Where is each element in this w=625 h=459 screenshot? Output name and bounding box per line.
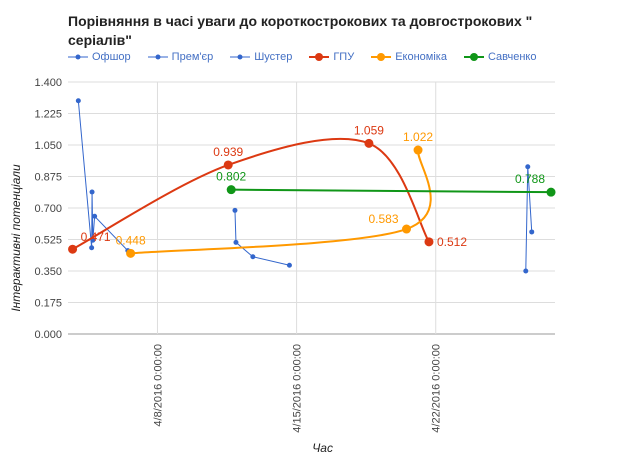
legend: Офшор Прем'єр Шустер ГПУ Економіка Савченко bbox=[68, 51, 553, 63]
legend-item[interactable]: Прем'єр bbox=[147, 51, 214, 63]
data-point bbox=[75, 98, 81, 104]
data-point bbox=[364, 138, 374, 148]
data-label: 1.022 bbox=[403, 130, 433, 144]
data-point bbox=[92, 213, 98, 219]
data-point bbox=[250, 254, 256, 260]
data-point bbox=[286, 262, 292, 268]
legend-marker-icon bbox=[147, 54, 168, 60]
x-tick-label: 4/8/2016 0:00:00 bbox=[152, 344, 164, 427]
legend-item[interactable]: ГПУ bbox=[309, 51, 354, 63]
y-tick-label: 1.225 bbox=[34, 109, 62, 121]
legend-label: Прем'єр bbox=[171, 51, 214, 63]
data-point bbox=[529, 229, 535, 235]
y-tick-label: 0.525 bbox=[34, 235, 62, 247]
legend-item[interactable]: Савченко bbox=[463, 51, 537, 63]
legend-label: ГПУ bbox=[333, 51, 355, 63]
data-point bbox=[89, 189, 95, 195]
series-савченко: 0.802 0.788 bbox=[216, 170, 556, 197]
legend-item[interactable]: Шустер bbox=[230, 51, 292, 63]
y-tick-label: 0.700 bbox=[34, 203, 62, 215]
legend-marker-icon bbox=[68, 54, 88, 60]
legend-label: Економіка bbox=[395, 51, 447, 63]
legend-item[interactable]: Офшор bbox=[68, 51, 131, 63]
legend-label: Офшор bbox=[92, 51, 131, 63]
data-label: 1.059 bbox=[354, 123, 384, 137]
data-label: 0.939 bbox=[213, 145, 243, 159]
y-tick-label: 0.350 bbox=[34, 266, 62, 278]
data-point bbox=[68, 244, 78, 254]
data-point bbox=[232, 207, 238, 213]
legend-item[interactable]: Економіка bbox=[371, 51, 447, 63]
y-tick-label: 0.000 bbox=[34, 329, 62, 341]
data-point bbox=[413, 145, 423, 155]
data-point bbox=[525, 164, 531, 170]
series-line bbox=[231, 188, 552, 194]
data-label: 0.512 bbox=[437, 235, 467, 249]
data-label: 0.788 bbox=[515, 172, 545, 186]
x-tick-label: 4/15/2016 0:00:00 bbox=[292, 344, 304, 433]
legend-marker-icon bbox=[463, 53, 484, 61]
legend-label: Савченко bbox=[487, 51, 537, 63]
chart-title: Порівняння в часі уваги до короткостроко… bbox=[68, 13, 533, 48]
data-point bbox=[223, 160, 233, 170]
y-tick-label: 0.175 bbox=[34, 298, 62, 310]
data-point bbox=[126, 248, 136, 258]
data-point bbox=[226, 185, 236, 195]
legend-marker-icon bbox=[230, 54, 251, 60]
data-label: 0.448 bbox=[116, 233, 146, 247]
data-label: 0.583 bbox=[368, 212, 398, 226]
data-point bbox=[523, 268, 529, 274]
legend-marker-icon bbox=[309, 53, 330, 61]
x-axis-title: Час bbox=[312, 441, 333, 455]
series-line bbox=[130, 149, 432, 255]
series-line bbox=[234, 210, 290, 266]
data-point bbox=[402, 224, 412, 234]
series-гпу: 0.471 0.939 1.059 0.512 bbox=[68, 123, 467, 254]
data-point bbox=[89, 245, 95, 251]
series-line bbox=[77, 100, 129, 252]
legend-marker-icon bbox=[371, 53, 392, 61]
series-line bbox=[72, 137, 430, 251]
data-point bbox=[424, 237, 434, 247]
y-tick-label: 1.400 bbox=[34, 77, 62, 89]
data-label: 0.471 bbox=[81, 230, 111, 244]
legend-label: Шустер bbox=[254, 51, 293, 63]
data-label: 0.802 bbox=[216, 170, 246, 184]
series-економіка: 0.448 0.583 1.022 bbox=[116, 130, 433, 258]
data-point bbox=[546, 187, 556, 197]
data-point bbox=[233, 239, 239, 245]
x-tick-label: 4/22/2016 0:00:00 bbox=[431, 344, 443, 433]
series-премєр bbox=[232, 207, 292, 268]
y-axis-title: Інтерактивні потенціали bbox=[9, 164, 23, 312]
y-tick-label: 0.875 bbox=[34, 172, 62, 184]
series-шустер bbox=[523, 164, 535, 274]
y-tick-label: 1.050 bbox=[34, 140, 62, 152]
